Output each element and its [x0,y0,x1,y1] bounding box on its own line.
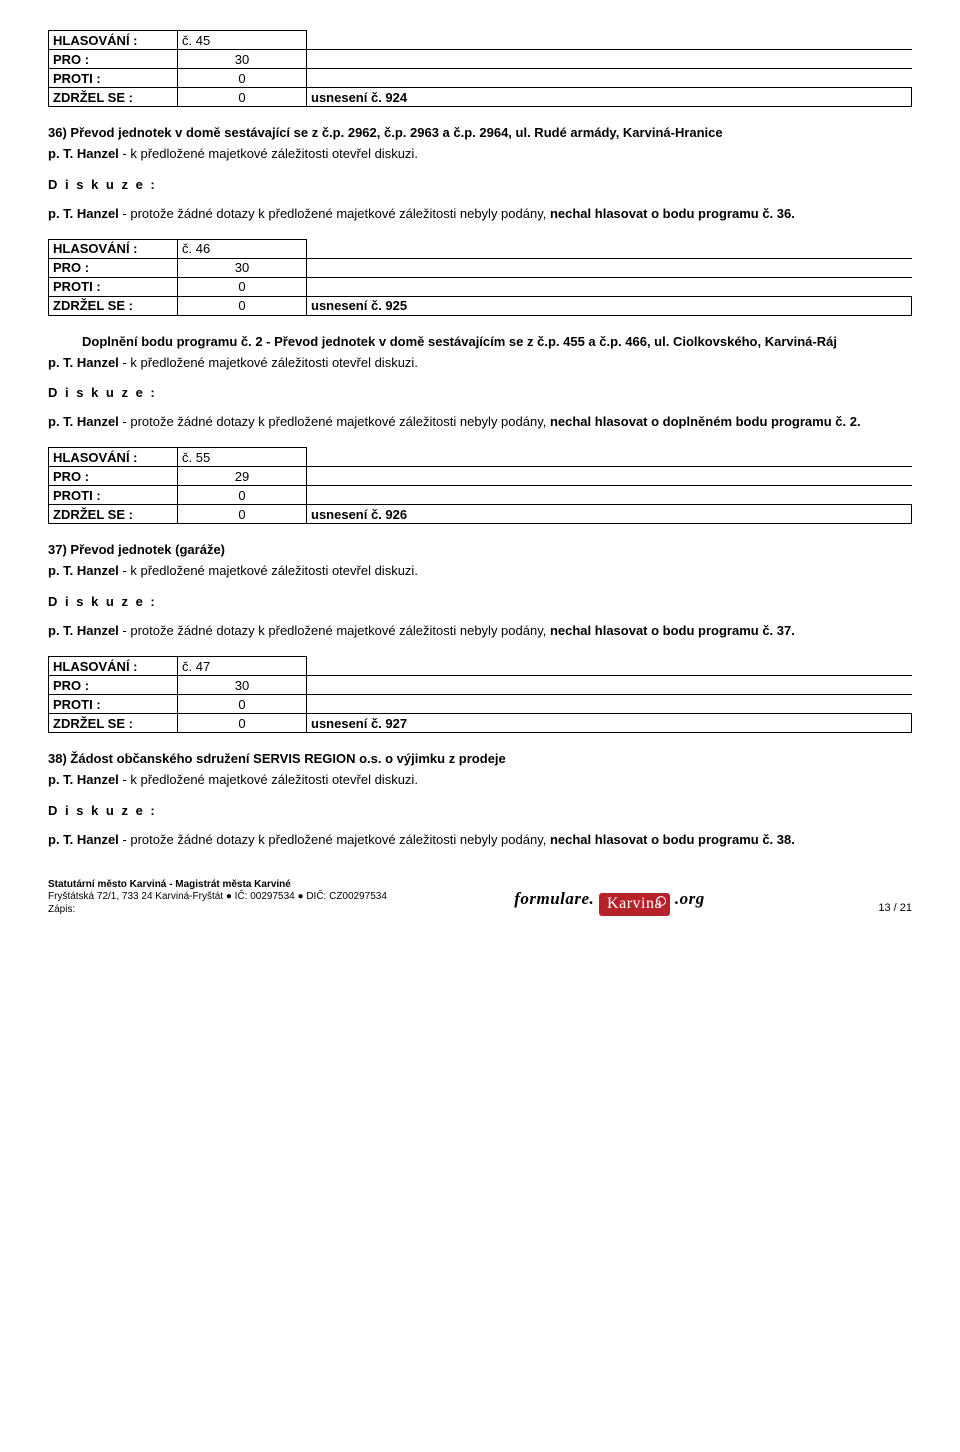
section-37-close: p. T. Hanzel - protože žádné dotazy k př… [48,623,912,640]
empty-cell [307,69,912,88]
label-proti: PROTI : [49,69,178,88]
footer-zapis: Zápis: [48,904,387,917]
empty-cell [307,50,912,69]
section-36-close: p. T. Hanzel - protože žádné dotazy k př… [48,206,912,223]
value-zdrzel: 0 [178,88,307,107]
footer-address: Fryštátská 72/1, 733 24 Karviná-Fryštát … [48,891,387,904]
section-36-title: 36) Převod jednotek v domě sestávající s… [48,125,912,142]
vote-number: č. 45 [178,31,307,50]
footer-org: Statutární město Karviná - Magistrát měs… [48,879,387,892]
usneseni: usnesení č. 924 [307,88,912,107]
section-37-title: 37) Převod jednotek (garáže) [48,542,912,559]
footer-brand: formulare. Karviná .org [514,888,705,916]
section-38-close: p. T. Hanzel - protože žádné dotazy k př… [48,832,912,849]
section-dop-close: p. T. Hanzel - protože žádné dotazy k př… [48,414,912,431]
empty-cell [307,31,912,50]
vote-table-46: HLASOVÁNÍ : č. 46 PRO : 30 PROTI : 0 ZDR… [48,239,912,316]
label-pro: PRO : [49,50,178,69]
vote-table-55: HLASOVÁNÍ : č. 55 PRO : 29 PROTI : 0 ZDR… [48,447,912,524]
value-pro: 30 [178,50,307,69]
value-proti: 0 [178,69,307,88]
label-zdrzel: ZDRŽEL SE : [49,88,178,107]
page-number: 13 / 21 [832,902,912,916]
vote-table-47: HLASOVÁNÍ : č. 47 PRO : 30 PROTI : 0 ZDR… [48,656,912,733]
label-hlasovani: HLASOVÁNÍ : [49,31,178,50]
section-dop-title: Doplnění bodu programu č. 2 - Převod jed… [48,334,912,351]
section-38-title: 38) Žádost občanského sdružení SERVIS RE… [48,751,912,768]
vote-table-45: HLASOVÁNÍ : č. 45 PRO : 30 PROTI : 0 ZDR… [48,30,912,107]
diskuze-label: D i s k u z e : [48,177,912,192]
section-36-open: - k předložené majetkové záležitosti ote… [119,146,418,161]
karvina-logo-icon: Karviná [599,893,670,916]
page-footer: Statutární město Karviná - Magistrát měs… [48,879,912,917]
